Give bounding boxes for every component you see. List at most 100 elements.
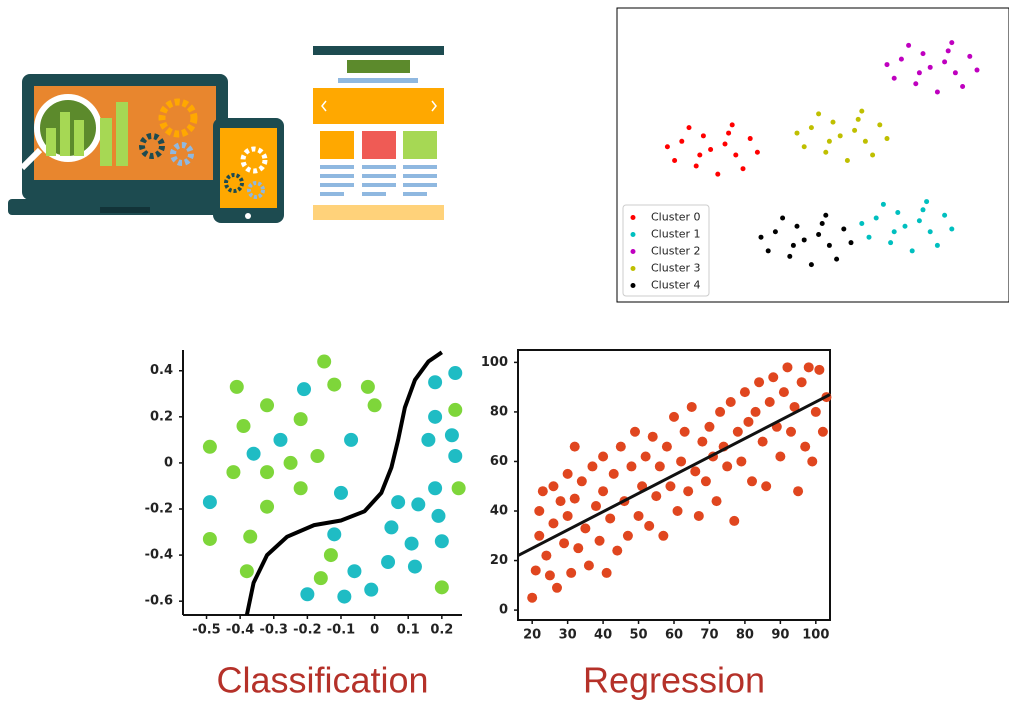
data-point <box>793 486 804 497</box>
data-point <box>226 465 241 480</box>
x-tick-label: 70 <box>700 628 718 643</box>
data-point <box>732 426 743 437</box>
x-tick-label: 30 <box>559 628 577 643</box>
data-point <box>612 545 623 556</box>
data-point <box>534 506 545 517</box>
data-point <box>757 436 768 447</box>
data-point <box>562 468 573 479</box>
data-point <box>816 231 822 237</box>
legend-label: Cluster 2 <box>651 245 701 258</box>
data-point <box>367 398 382 413</box>
y-tick-label: 100 <box>481 355 508 370</box>
data-point <box>293 412 308 427</box>
legend-label: Cluster 4 <box>651 279 701 292</box>
data-point <box>260 398 275 413</box>
y-tick-label: -0.4 <box>145 548 173 563</box>
data-point <box>733 152 739 158</box>
data-point <box>830 119 836 125</box>
data-point <box>202 439 217 454</box>
data-point <box>622 530 633 541</box>
y-tick-label: 0.4 <box>150 363 173 378</box>
data-point <box>679 138 685 144</box>
y-tick-label: 60 <box>490 454 508 469</box>
data-point <box>527 592 538 603</box>
x-tick-label: -0.1 <box>327 623 355 638</box>
legend-label: Cluster 3 <box>651 262 701 275</box>
y-tick-label: 40 <box>490 504 508 519</box>
data-point <box>775 451 786 462</box>
data-point <box>934 242 940 248</box>
data-point <box>630 426 640 437</box>
data-point <box>704 421 715 432</box>
legend-marker <box>630 232 636 237</box>
data-point <box>337 589 352 604</box>
data-point <box>927 229 933 235</box>
data-point <box>633 510 644 521</box>
data-point <box>260 465 275 480</box>
data-point <box>697 436 708 447</box>
data-point <box>665 481 676 492</box>
legend-label: Cluster 0 <box>651 211 701 224</box>
data-point <box>569 441 580 452</box>
data-point <box>895 210 901 216</box>
data-point <box>790 242 796 248</box>
data-point <box>736 456 747 467</box>
data-point <box>841 226 847 232</box>
data-point <box>816 111 822 117</box>
data-point <box>697 152 703 158</box>
data-point <box>722 461 733 472</box>
data-point <box>566 567 577 578</box>
data-point <box>608 468 619 479</box>
data-point <box>807 456 818 467</box>
y-tick-label: 0 <box>499 603 508 618</box>
data-point <box>283 455 298 470</box>
data-point <box>323 548 338 563</box>
data-point <box>945 48 951 54</box>
data-point <box>428 375 443 390</box>
data-point <box>534 530 545 541</box>
data-point <box>924 199 930 205</box>
data-point <box>672 506 683 517</box>
data-point <box>672 157 678 163</box>
data-point <box>780 215 786 221</box>
data-point <box>686 401 697 412</box>
data-point <box>676 456 687 467</box>
data-point <box>916 218 922 224</box>
data-point <box>729 515 740 526</box>
data-point <box>782 362 793 373</box>
data-point <box>906 42 912 48</box>
y-tick-label: 0.2 <box>150 409 173 424</box>
data-point <box>819 221 825 226</box>
data-point <box>679 426 690 437</box>
data-point <box>541 550 552 561</box>
data-point <box>647 431 658 442</box>
data-point <box>870 152 876 158</box>
data-point <box>801 144 807 150</box>
data-point <box>273 432 288 447</box>
data-point <box>347 564 362 579</box>
x-tick-label: 100 <box>802 628 829 643</box>
data-point <box>859 108 865 114</box>
data-point <box>598 451 609 462</box>
data-point <box>573 543 584 554</box>
data-point <box>615 441 626 452</box>
data-point <box>789 401 800 412</box>
data-point <box>580 523 591 534</box>
x-tick-label: 60 <box>665 628 683 643</box>
laptop-illustration <box>8 74 230 215</box>
data-point <box>877 122 883 128</box>
trend-line <box>517 393 831 557</box>
data-point <box>552 582 562 593</box>
data-point <box>384 520 399 535</box>
data-point <box>448 366 463 381</box>
data-point <box>431 508 446 523</box>
data-point <box>239 564 254 579</box>
data-point <box>576 476 587 487</box>
data-point <box>794 223 800 229</box>
data-point <box>202 531 217 546</box>
data-point <box>920 51 926 57</box>
data-point <box>243 529 258 544</box>
x-tick-label: 80 <box>736 628 754 643</box>
data-point <box>654 461 665 472</box>
